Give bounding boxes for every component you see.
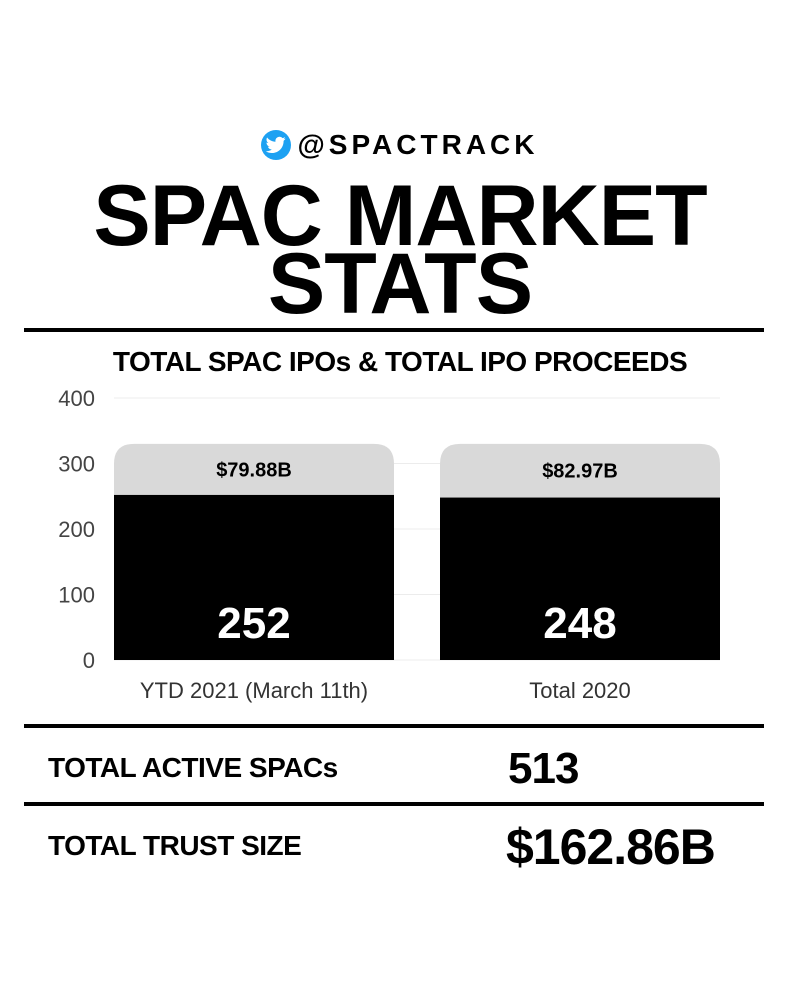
y-tick-label: 100 [58,583,95,608]
twitter-bird-icon [261,130,292,160]
twitter-handle[interactable]: @SPACTRACK [297,129,539,160]
trust-size-label: TOTAL TRUST SIZE [48,830,302,861]
chart-title: TOTAL SPAC IPOs & TOTAL IPO PROCEEDS [112,346,688,377]
active-spacs-value: 513 [508,744,579,793]
divider-bottom [24,802,764,806]
x-category-label: Total 2020 [529,678,631,703]
trust-size-value: $162.86B [506,819,716,875]
proceeds-label: $82.97B [542,461,618,483]
ipo-count-bar [114,494,394,660]
header-handle: @SPACTRACK [0,128,800,162]
bar-chart: 0 100 200 300 400 $79.88B 252 YTD 2021 (March 1… [58,386,720,703]
divider-mid [24,724,764,728]
page-title-line2: STATS [267,236,533,332]
y-tick-label: 200 [58,517,95,542]
y-tick-label: 300 [58,452,95,477]
y-tick-label: 400 [58,386,95,411]
page-title-line1: SPAC MARKET [93,168,707,264]
ipo-count-label: 252 [217,599,290,648]
ipo-count-label: 248 [543,599,616,648]
active-spacs-label: TOTAL ACTIVE SPACs [48,752,338,783]
divider-top [24,328,764,332]
x-category-label: YTD 2021 (March 11th) [140,678,368,703]
proceeds-label: $79.88B [216,459,292,481]
y-tick-label: 0 [83,648,95,673]
ipo-count-bar [440,497,720,660]
